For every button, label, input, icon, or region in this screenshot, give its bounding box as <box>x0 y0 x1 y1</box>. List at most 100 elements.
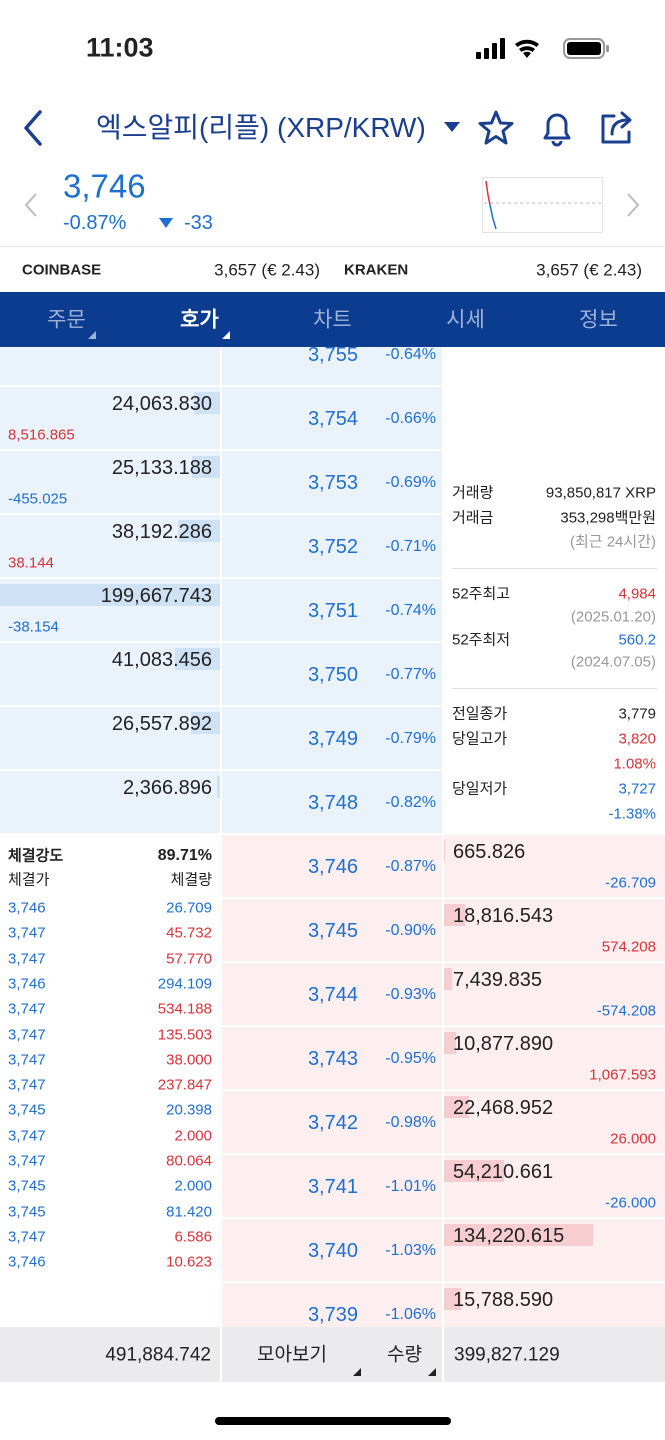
order-price: 3,746 <box>307 856 358 878</box>
trade-price: 3,747 <box>8 1051 46 1069</box>
trade-volume: 534.188 <box>157 1000 212 1018</box>
share-icon[interactable] <box>598 108 638 148</box>
order-rate: -0.87% <box>385 858 436 875</box>
order-price: 3,748 <box>307 792 358 814</box>
status-time: 11:03 <box>86 32 154 63</box>
quantity-change: 574.208 <box>601 938 656 956</box>
price-cell <box>222 899 442 961</box>
group-view[interactable]: 모아보기 <box>257 1344 327 1366</box>
info-value: -1.38% <box>608 805 656 823</box>
tab[interactable]: 주문 <box>47 308 86 332</box>
info-value: 1.08% <box>613 755 656 773</box>
trade-price: 3,747 <box>8 950 46 968</box>
info-value: 353,298백만원 <box>560 509 656 527</box>
order-rate: -1.01% <box>385 1178 436 1195</box>
price-cell <box>222 963 442 1025</box>
info-value: 560.2 <box>618 631 656 649</box>
sell-quantity: 2,366.896 <box>123 777 212 799</box>
price-cell <box>222 347 442 385</box>
order-price: 3,743 <box>307 1048 358 1070</box>
buy-cell <box>444 1283 665 1327</box>
quantity-bar <box>444 1224 593 1246</box>
tab-bar <box>0 292 665 347</box>
order-rate: -0.95% <box>385 1050 436 1067</box>
alarm-icon[interactable] <box>537 108 577 148</box>
tab[interactable]: 호가 <box>180 308 219 332</box>
order-rate: -0.74% <box>385 602 436 619</box>
change-amount: -33 <box>184 212 213 234</box>
sell-quantity: 199,667.743 <box>100 585 212 607</box>
price-cell <box>222 1219 442 1281</box>
info-label: 52주최고 <box>452 585 511 603</box>
unit-selector[interactable]: 수량 <box>387 1344 422 1366</box>
order-price: 3,752 <box>307 536 358 558</box>
exchange-name: KRAKEN <box>344 261 409 279</box>
exchange-price: 3,657 (€ 2.43) <box>214 260 320 280</box>
trade-price: 3,747 <box>8 1000 46 1018</box>
next-arrow[interactable] <box>624 192 642 218</box>
buy-quantity: 54,210.661 <box>453 1161 554 1183</box>
quantity-bar <box>444 904 465 926</box>
quantity-change: -26.000 <box>605 1194 656 1212</box>
back-button[interactable] <box>20 108 50 148</box>
info-value: 3,779 <box>618 705 656 723</box>
order-rate: -0.90% <box>385 922 436 939</box>
tab[interactable]: 정보 <box>579 308 618 332</box>
current-price: 3,746 <box>63 167 146 205</box>
quantity-bar <box>444 968 453 990</box>
sell-cell <box>0 347 220 385</box>
order-price: 3,740 <box>307 1240 358 1262</box>
info-value: 3,820 <box>618 730 656 748</box>
header-title[interactable]: 엑스알피(리플) (XRP/KRW) <box>96 112 426 143</box>
order-rate: -1.03% <box>385 1242 436 1259</box>
order-price: 3,741 <box>307 1176 358 1198</box>
quantity-bar <box>192 456 220 478</box>
status-icons <box>476 38 609 59</box>
buy-quantity: 22,468.952 <box>453 1097 554 1119</box>
sell-quantity: 24,063.830 <box>111 393 212 415</box>
info-label: 당일고가 <box>452 730 508 748</box>
quantity-bar <box>193 392 220 414</box>
quantity-change: -574.208 <box>596 1002 656 1020</box>
price-cell <box>222 835 442 897</box>
tab[interactable]: 차트 <box>313 308 352 332</box>
quantity-bar <box>190 712 220 734</box>
price-cell <box>222 1155 442 1217</box>
trade-volume: 2.000 <box>174 1127 212 1145</box>
info-label: 거래량 <box>452 484 494 502</box>
strength-label: 체결강도 <box>8 847 64 865</box>
info-value: (2024.07.05) <box>570 653 656 671</box>
order-rate: -0.98% <box>385 1114 436 1131</box>
tab[interactable]: 시세 <box>446 308 485 332</box>
trade-volume: 81.420 <box>166 1203 212 1221</box>
favorite-icon[interactable] <box>476 108 516 148</box>
order-rate: -0.69% <box>385 474 436 491</box>
buy-cell <box>444 1091 665 1153</box>
info-divider <box>452 688 657 689</box>
info-label: 당일저가 <box>452 780 508 798</box>
quantity-bar <box>0 584 220 606</box>
order-price: 3,742 <box>307 1112 358 1134</box>
quantity-bar <box>444 840 445 862</box>
sell-quantity: 25,133.188 <box>111 457 212 479</box>
buy-quantity: 134,220.615 <box>453 1225 565 1247</box>
order-price: 3,754 <box>307 408 358 430</box>
sell-quantity: 38,192.286 <box>111 521 212 543</box>
quantity-bar <box>217 776 220 798</box>
trade-price: 3,747 <box>8 924 46 942</box>
title-dropdown[interactable] <box>442 120 462 134</box>
order-rate: -1.06% <box>385 1306 436 1323</box>
sell-quantity: 26,557.892 <box>111 713 212 735</box>
trade-volume: 294.109 <box>157 975 212 993</box>
trade-volume: 38.000 <box>166 1051 212 1069</box>
footer-corner <box>353 1368 361 1376</box>
price-cell <box>222 387 442 449</box>
sell-quantity: 41,083.456 <box>111 649 212 671</box>
order-price: 3,744 <box>307 984 358 1006</box>
trade-price: 3,745 <box>8 1203 46 1221</box>
prev-arrow[interactable] <box>22 192 40 218</box>
trade-volume: 45.732 <box>166 924 212 942</box>
trade-price: 3,746 <box>8 975 46 993</box>
quantity-change: 26.000 <box>610 1130 656 1148</box>
sell-cell <box>0 707 220 769</box>
